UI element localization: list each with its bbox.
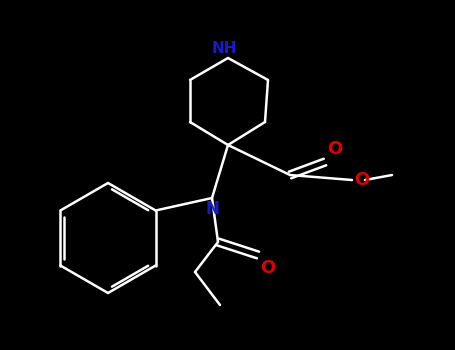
Text: O: O xyxy=(327,140,342,158)
Text: O: O xyxy=(354,171,369,189)
Text: NH: NH xyxy=(211,41,237,56)
Text: O: O xyxy=(260,259,275,277)
Text: N: N xyxy=(205,200,219,218)
